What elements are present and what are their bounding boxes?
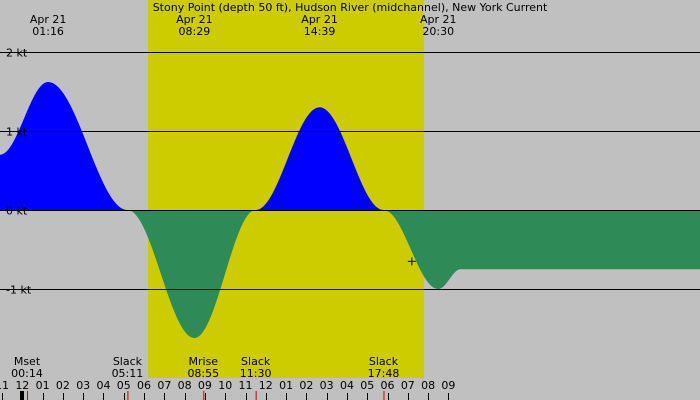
hour-label: 08 [178, 379, 192, 392]
extreme-date-label: Apr 21 [301, 13, 338, 26]
hour-label: 09 [198, 379, 212, 392]
grid-lines [0, 52, 700, 290]
event-time-label: 08:55 [187, 367, 219, 380]
hour-label: 02 [299, 379, 313, 392]
current-area [0, 82, 700, 338]
event-labels: Mset00:14Slack05:11Mrise08:55Slack11:30S… [11, 355, 399, 400]
midnight-marker [20, 391, 24, 400]
hour-label: 06 [381, 379, 395, 392]
event-name-label: Mset [14, 355, 41, 368]
hour-axis: 11 12 01 02 03 04 05 06 07 08 09 10 11 12 01 02 03 04 05 06… [0, 379, 455, 400]
event-time-label: 05:11 [112, 367, 144, 380]
extreme-date-label: Apr 21 [30, 13, 67, 26]
y-tick-label: 1 kt [6, 126, 28, 139]
hour-label: 10 [218, 379, 232, 392]
hour-label: 07 [157, 379, 171, 392]
hour-label: 05 [360, 379, 374, 392]
hour-label: 03 [320, 379, 334, 392]
y-tick-labels: 2 kt 1 kt 0 kt -1 kt [6, 47, 32, 297]
extreme-time-label: 08:29 [179, 25, 211, 38]
event-name-label: Slack [369, 355, 399, 368]
hour-label: 08 [421, 379, 435, 392]
hour-label: 11 [239, 379, 253, 392]
event-time-label: 17:48 [368, 367, 400, 380]
y-tick-label: 2 kt [6, 47, 28, 60]
hour-label: 02 [56, 379, 70, 392]
event-name-label: Mrise [189, 355, 219, 368]
extreme-time-label: 01:16 [32, 25, 64, 38]
hour-label: 07 [401, 379, 415, 392]
flood-area [0, 82, 700, 210]
current-time-marker [407, 257, 416, 266]
ebb-area [0, 210, 700, 338]
hour-label: 01 [36, 379, 50, 392]
hour-label: 12 [15, 379, 29, 392]
hour-label: 09 [441, 379, 455, 392]
hour-label: 05 [117, 379, 131, 392]
event-name-label: Slack [113, 355, 143, 368]
event-time-label: 00:14 [11, 367, 43, 380]
extreme-time-label: 20:30 [422, 25, 454, 38]
extreme-date-label: Apr 21 [420, 13, 457, 26]
event-time-label: 11:30 [240, 367, 272, 380]
hour-label: 01 [279, 379, 293, 392]
y-tick-label: -1 kt [6, 284, 32, 297]
event-name-label: Slack [241, 355, 271, 368]
extreme-time-label: 14:39 [304, 25, 336, 38]
hour-label: 11 [0, 379, 9, 392]
hour-label: 06 [137, 379, 151, 392]
hour-label: 04 [340, 379, 354, 392]
hour-label: 04 [96, 379, 110, 392]
chart-title: Stony Point (depth 50 ft), Hudson River … [153, 1, 548, 14]
y-tick-label: 0 kt [6, 205, 28, 218]
extreme-date-label: Apr 21 [176, 13, 213, 26]
hour-label: 03 [76, 379, 90, 392]
hour-label: 12 [259, 379, 273, 392]
